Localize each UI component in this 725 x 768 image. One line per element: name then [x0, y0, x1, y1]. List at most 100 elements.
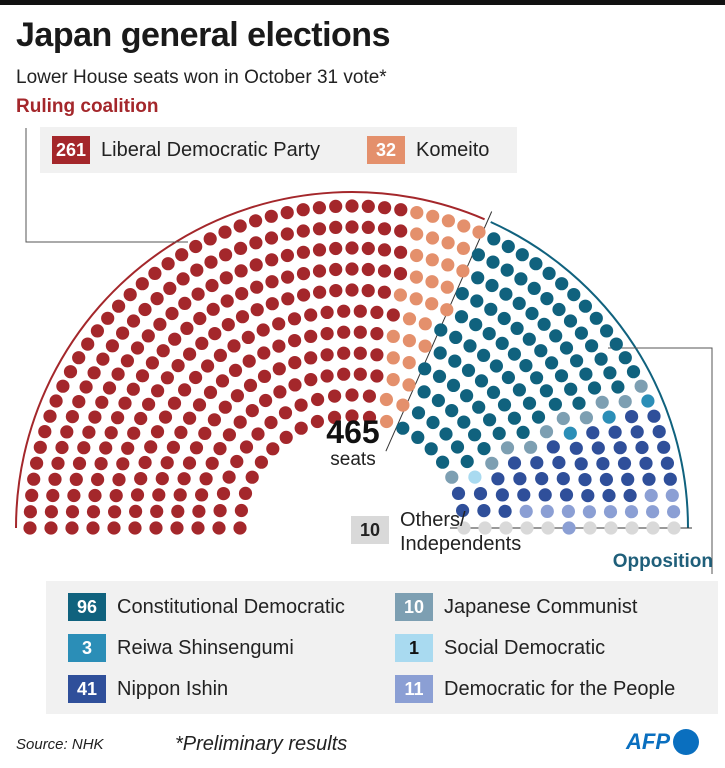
seat-dot	[95, 395, 109, 409]
seat-dot	[44, 521, 58, 535]
seat-dot	[112, 299, 126, 313]
seat-dot	[175, 248, 189, 262]
seat-dot	[280, 227, 294, 241]
seat-dot	[402, 356, 416, 370]
seat-dot	[250, 303, 264, 317]
jcp-name: Japanese Communist	[444, 595, 638, 618]
seat-dot	[361, 241, 375, 256]
seat-dot	[203, 385, 218, 399]
seat-dot	[311, 392, 325, 407]
seat-dot	[434, 323, 448, 337]
seat-dot	[51, 456, 65, 470]
seat-dot	[273, 385, 287, 399]
legend-item-jcp: 10 Japanese Communist	[395, 593, 637, 621]
seat-dot	[454, 310, 469, 324]
seat-dot	[152, 488, 166, 502]
seat-dot	[161, 257, 175, 271]
seat-dot	[487, 232, 501, 246]
seat-dot	[463, 339, 477, 353]
seat-dot	[312, 243, 327, 257]
seat-dot	[101, 311, 115, 325]
seat-dot	[386, 329, 400, 343]
seat-dot	[288, 356, 302, 370]
komeito-seat-badge: 32	[367, 136, 405, 164]
seat-dot	[635, 440, 649, 455]
top-rule	[0, 0, 725, 5]
seat-dot	[199, 472, 213, 486]
seat-dot	[522, 332, 536, 346]
seat-dot	[353, 304, 367, 318]
seat-dot	[445, 470, 459, 484]
seat-dot	[581, 489, 595, 503]
seat-dot	[233, 521, 247, 535]
seat-dot	[524, 440, 538, 454]
seat-dot	[377, 285, 391, 299]
seat-dot	[625, 410, 639, 424]
seat-dot	[441, 258, 455, 272]
seat-dot	[345, 241, 359, 255]
seat-dot	[562, 521, 576, 535]
seat-dot	[603, 505, 618, 519]
seat-dot	[402, 334, 416, 348]
seat-dot	[432, 369, 447, 383]
seat-dot	[380, 414, 394, 429]
parliament-chart	[15, 128, 713, 574]
seat-dot	[281, 270, 295, 284]
seat-dot	[559, 341, 574, 355]
seat-dot	[130, 341, 145, 355]
sdp-seat-badge: 1	[395, 634, 433, 662]
seat-dot	[540, 292, 554, 306]
seat-dot	[86, 521, 100, 535]
seat-dot	[329, 284, 343, 298]
seat-dot	[554, 369, 569, 383]
seat-dot	[264, 415, 278, 430]
seat-dot	[456, 241, 470, 255]
seat-dot	[647, 409, 661, 423]
seat-dot	[245, 404, 259, 418]
seat-dot	[497, 398, 512, 412]
seat-dot	[537, 317, 551, 331]
seat-dot	[29, 456, 44, 470]
seat-dot	[145, 356, 159, 370]
seat-dot	[602, 410, 616, 424]
seat-dot	[563, 426, 577, 440]
seat-dot	[484, 302, 498, 316]
seat-dot	[191, 521, 205, 535]
seat-dot	[178, 383, 192, 397]
seat-dot	[646, 505, 660, 519]
seat-dot	[116, 326, 130, 340]
seat-dot	[345, 388, 359, 402]
seat-dot	[230, 389, 244, 403]
legend-item-ishin: 41 Nippon Ishin	[68, 675, 228, 703]
seat-dot	[579, 367, 593, 381]
seat-dot	[507, 347, 521, 361]
seat-dot	[468, 470, 482, 484]
seat-dot	[127, 426, 141, 440]
seat-dot	[313, 285, 327, 299]
seat-dot	[195, 336, 209, 350]
seat-dot	[171, 504, 185, 518]
seat-dot	[329, 241, 343, 256]
seat-dot	[63, 365, 78, 379]
seat-dot	[561, 504, 576, 518]
komeito-name: Komeito	[416, 138, 490, 161]
seat-dot	[394, 203, 408, 217]
ruling-bracket-arc	[15, 191, 485, 529]
seat-dot	[433, 346, 447, 360]
jcp-seat-badge: 10	[395, 593, 433, 621]
seat-dot	[595, 395, 609, 409]
seat-dot	[81, 337, 95, 351]
seat-dot	[591, 441, 605, 455]
seat-dot	[297, 288, 311, 302]
seat-dot	[353, 346, 367, 360]
seat-dot	[329, 220, 343, 234]
seat-dot	[425, 275, 439, 289]
seat-dot	[377, 243, 392, 257]
seat-dot	[129, 504, 143, 518]
seat-dot	[471, 271, 485, 285]
seat-dot	[489, 359, 503, 373]
seat-dot	[457, 415, 471, 429]
seat-dot	[630, 425, 644, 439]
seat-dot	[370, 327, 384, 341]
seat-dot	[238, 486, 253, 500]
